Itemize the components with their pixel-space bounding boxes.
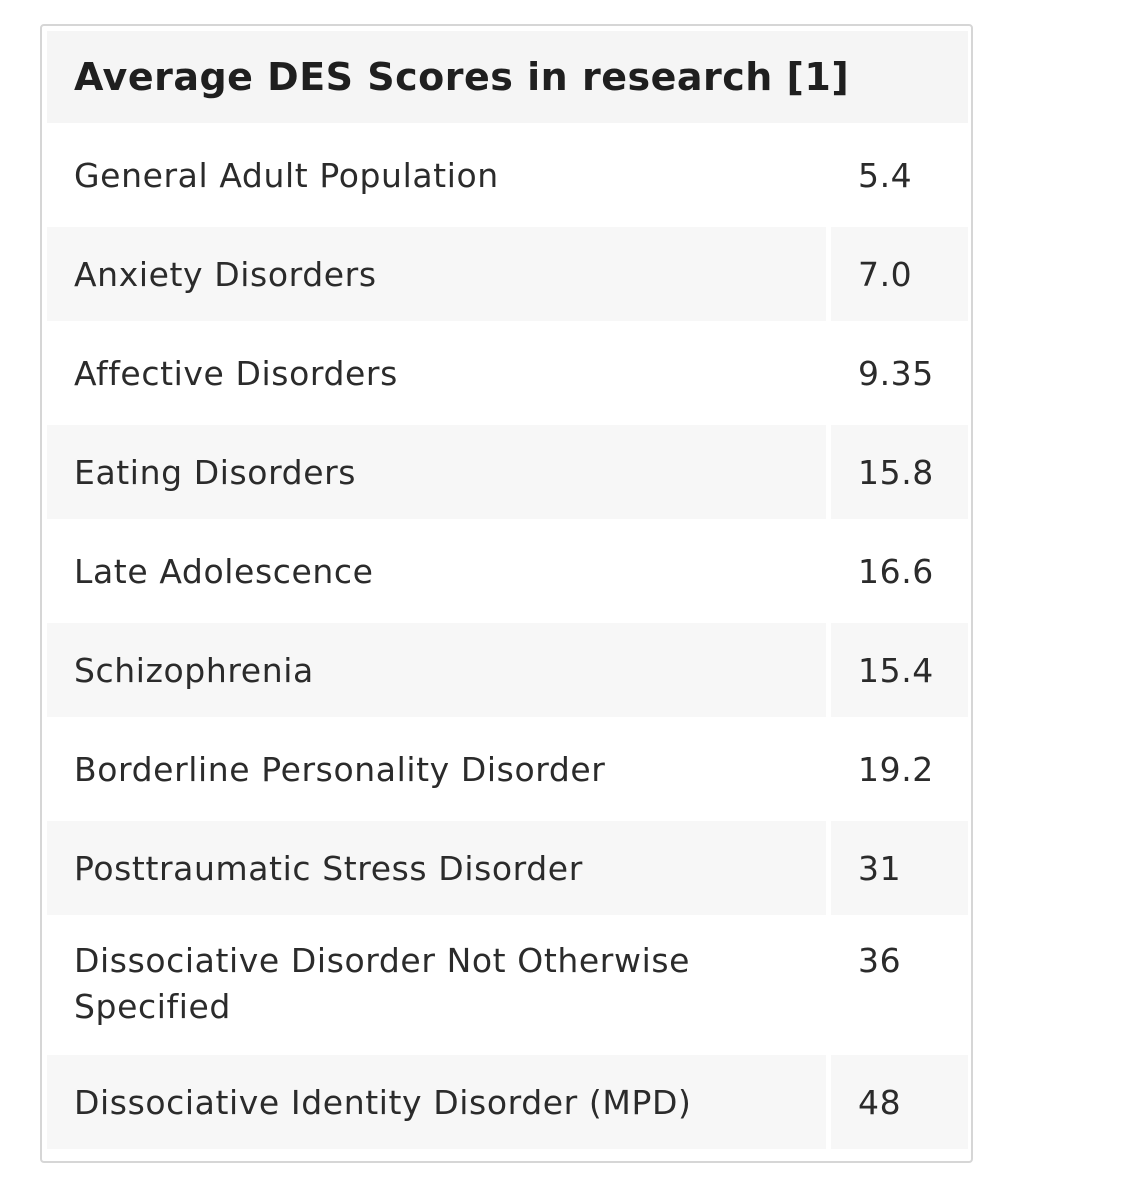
table-row: Late Adolescence 16.6 bbox=[47, 519, 968, 618]
score-value: 36 bbox=[831, 915, 968, 1050]
table-header-row: Average DES Scores in research [1] bbox=[47, 31, 968, 123]
table-row: Affective Disorders 9.35 bbox=[47, 321, 968, 420]
table-row: Posttraumatic Stress Disorder 31 bbox=[47, 816, 968, 915]
score-value: 15.4 bbox=[831, 618, 968, 717]
score-value: 16.6 bbox=[831, 519, 968, 618]
group-label: Dissociative Disorder Not Otherwise Spec… bbox=[47, 915, 831, 1050]
table-title: Average DES Scores in research [1] bbox=[47, 31, 968, 123]
group-label: Borderline Personality Disorder bbox=[47, 717, 831, 816]
score-value: 19.2 bbox=[831, 717, 968, 816]
group-label: Late Adolescence bbox=[47, 519, 831, 618]
table-row: Dissociative Disorder Not Otherwise Spec… bbox=[47, 915, 968, 1050]
group-label: Dissociative Identity Disorder (MPD) bbox=[47, 1050, 831, 1149]
table-row: Anxiety Disorders 7.0 bbox=[47, 222, 968, 321]
group-label: Posttraumatic Stress Disorder bbox=[47, 816, 831, 915]
score-value: 48 bbox=[831, 1050, 968, 1149]
table-row: Borderline Personality Disorder 19.2 bbox=[47, 717, 968, 816]
group-label: Affective Disorders bbox=[47, 321, 831, 420]
score-value: 9.35 bbox=[831, 321, 968, 420]
group-label: Schizophrenia bbox=[47, 618, 831, 717]
des-scores-table-frame: Average DES Scores in research [1] Gener… bbox=[40, 24, 973, 1163]
group-label: Anxiety Disorders bbox=[47, 222, 831, 321]
group-label: Eating Disorders bbox=[47, 420, 831, 519]
table-row: Schizophrenia 15.4 bbox=[47, 618, 968, 717]
table-row: General Adult Population 5.4 bbox=[47, 123, 968, 222]
table-row: Eating Disorders 15.8 bbox=[47, 420, 968, 519]
table-row: Dissociative Identity Disorder (MPD) 48 bbox=[47, 1050, 968, 1149]
score-value: 31 bbox=[831, 816, 968, 915]
score-value: 15.8 bbox=[831, 420, 968, 519]
score-value: 7.0 bbox=[831, 222, 968, 321]
score-value: 5.4 bbox=[831, 123, 968, 222]
group-label: General Adult Population bbox=[47, 123, 831, 222]
des-scores-table: Average DES Scores in research [1] Gener… bbox=[47, 31, 968, 1149]
